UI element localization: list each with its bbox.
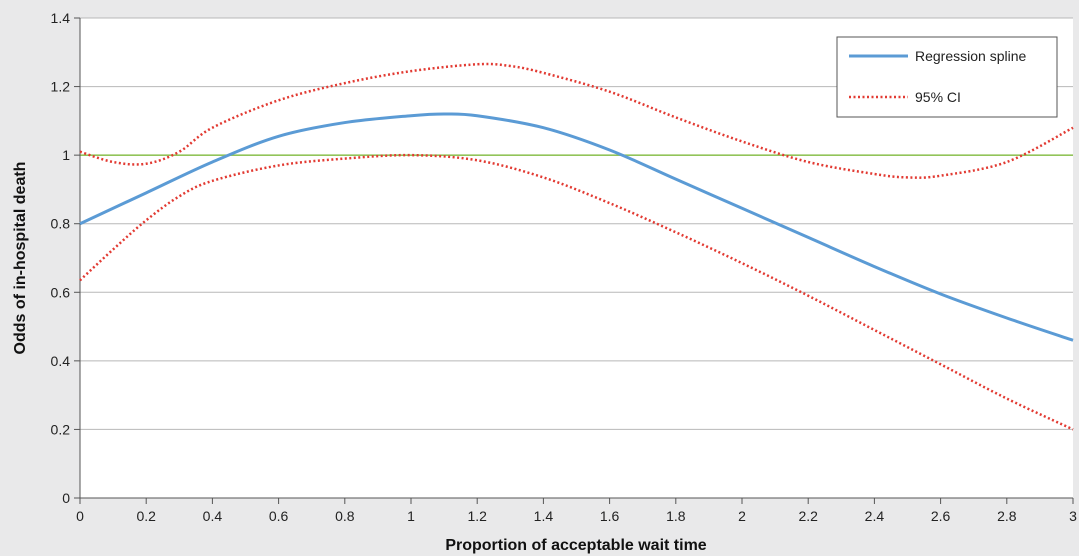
legend: Regression spline 95% CI [836, 36, 1058, 118]
y-axis-title: Odds of in-hospital death [12, 162, 29, 355]
x-tick-label-3: 3 [1069, 508, 1077, 524]
y-tick-label-1: 1 [62, 147, 70, 163]
x-axis-ticks: 0 0.2 0.4 0.6 0.8 1 1.2 1.4 1.6 1.8 2 2.2 2.4 2.6 2.8 3 [76, 498, 1077, 524]
x-tick-label-2-2: 2.2 [798, 508, 818, 524]
y-tick-label-0-4: 0.4 [51, 353, 71, 369]
y-tick-label-0-6: 0.6 [51, 284, 71, 300]
regression-spline-line [79, 112, 1074, 342]
x-tick-label-1-8: 1.8 [666, 508, 686, 524]
y-axis-ticks: 0 0.2 0.4 0.6 0.8 1 1.2 1.4 [51, 10, 80, 506]
series-lines [79, 62, 1074, 431]
y-tick-label-0: 0 [62, 490, 70, 506]
y-tick-label-0-2: 0.2 [51, 421, 71, 437]
x-tick-label-1-2: 1.2 [467, 508, 487, 524]
x-tick-label-2: 2 [738, 508, 746, 524]
legend-label-regression-spline: Regression spline [915, 48, 1026, 64]
gridlines [80, 17, 1073, 430]
legend-label-95-ci: 95% CI [915, 89, 961, 105]
x-tick-label-1-6: 1.6 [600, 508, 620, 524]
x-tick-label-2-8: 2.8 [997, 508, 1017, 524]
x-tick-label-0: 0 [76, 508, 84, 524]
y-tick-label-0-8: 0.8 [51, 216, 71, 232]
x-tick-label-1-4: 1.4 [534, 508, 554, 524]
x-tick-label-0-8: 0.8 [335, 508, 355, 524]
x-tick-label-1: 1 [407, 508, 415, 524]
x-tick-label-2-6: 2.6 [931, 508, 951, 524]
legend-box [836, 36, 1058, 118]
x-tick-label-0-2: 0.2 [136, 508, 156, 524]
x-axis-title: Proportion of acceptable wait time [445, 537, 706, 554]
y-tick-label-1-2: 1.2 [51, 79, 71, 95]
x-tick-label-0-4: 0.4 [203, 508, 223, 524]
x-tick-label-0-6: 0.6 [269, 508, 289, 524]
x-tick-label-2-4: 2.4 [865, 508, 885, 524]
y-tick-label-1-4: 1.4 [51, 10, 71, 26]
